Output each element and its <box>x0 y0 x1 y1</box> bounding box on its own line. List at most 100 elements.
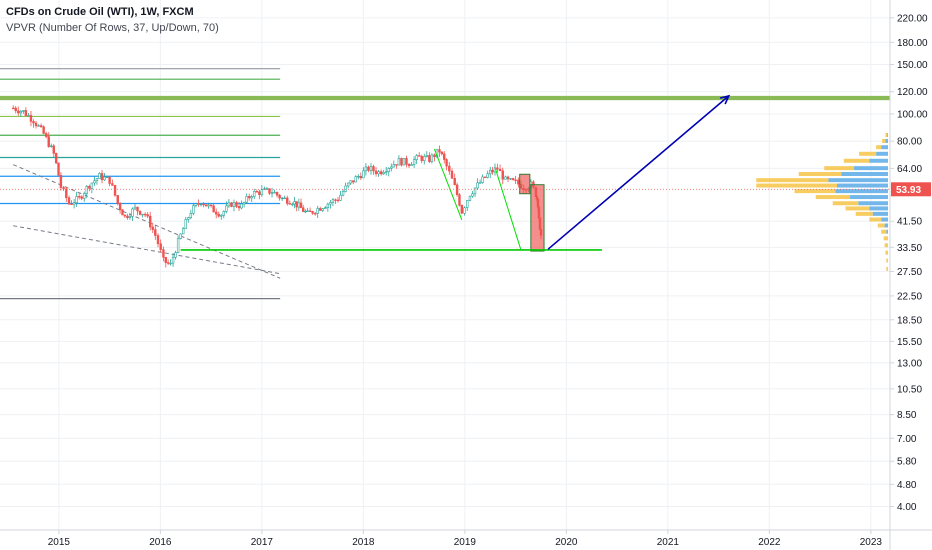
candle-body <box>154 229 157 236</box>
candle-body <box>483 176 487 179</box>
vpvr-row-down <box>798 172 842 177</box>
candle-body <box>486 173 489 178</box>
candle-body <box>116 195 119 204</box>
y-tick-label: 4.00 <box>897 502 917 513</box>
candle-body <box>133 206 137 210</box>
candle-body <box>14 107 17 112</box>
x-tick-label: 2016 <box>149 537 172 548</box>
candle-body <box>299 202 303 209</box>
candle-body <box>202 203 205 206</box>
candle-body <box>443 153 446 160</box>
candle-body <box>346 182 350 187</box>
vpvr-row-down <box>859 151 877 156</box>
candle-body <box>146 214 149 217</box>
grid <box>0 0 890 530</box>
candle-body <box>478 182 482 184</box>
vpvr-row-down <box>886 266 888 271</box>
candle-body <box>514 179 517 181</box>
drawings <box>0 94 890 252</box>
vpvr-row-up <box>869 158 888 163</box>
candle-body <box>253 191 256 197</box>
candle-body <box>306 210 309 212</box>
candle-body <box>430 154 434 162</box>
candle-body <box>90 182 94 189</box>
candle-body <box>481 176 484 183</box>
vpvr-row-up <box>885 138 888 143</box>
candle-body <box>374 170 378 175</box>
x-tick-label: 2020 <box>555 537 578 548</box>
candle-body <box>113 184 117 196</box>
candle-body <box>159 243 162 250</box>
vpvr-row-down <box>886 258 888 263</box>
candle-body <box>80 196 83 199</box>
vpvr-row-down <box>815 195 850 200</box>
candle-body <box>57 162 60 176</box>
candle-body <box>70 203 73 205</box>
x-tick-label: 2019 <box>454 537 477 548</box>
candle-body <box>204 204 208 207</box>
candle-body <box>230 202 233 207</box>
vpvr-row-down <box>882 138 886 143</box>
candle-body <box>103 176 106 181</box>
candle-body <box>121 209 124 216</box>
candle-body <box>65 188 68 199</box>
vpvr-row-down <box>885 250 888 255</box>
candle-body <box>273 192 276 194</box>
candle-body <box>151 226 154 230</box>
vpvr-row-down <box>876 145 882 150</box>
candle-body <box>260 189 264 195</box>
last-price-label: 53.93 <box>896 185 921 196</box>
candle-body <box>162 249 165 258</box>
x-tick-label: 2023 <box>860 537 883 548</box>
candle-body <box>255 191 258 193</box>
y-tick-label: 8.50 <box>897 410 917 421</box>
dashed-trendline <box>13 225 281 275</box>
candle-body <box>308 210 312 212</box>
trendlines <box>12 164 281 279</box>
candle-body <box>24 110 28 116</box>
candle-body <box>232 202 236 207</box>
candle-body <box>189 213 193 219</box>
candle-body <box>357 176 360 178</box>
candle-body <box>105 176 109 179</box>
candle-body <box>136 206 139 212</box>
candle-body <box>392 164 396 168</box>
candle-body <box>511 178 515 181</box>
candle-body <box>280 197 284 200</box>
candle-body <box>72 202 76 205</box>
vpvr-row-up <box>849 195 888 200</box>
candle-body <box>450 170 454 179</box>
candle-body <box>471 193 474 197</box>
candle-body <box>214 211 218 215</box>
candle-body <box>313 212 317 215</box>
vpvr-row-down <box>756 178 829 183</box>
candle-body <box>131 208 134 217</box>
vpvr-row-up <box>884 223 888 228</box>
candle-body <box>295 201 298 208</box>
resistance-band <box>0 95 890 101</box>
candle-body <box>199 203 203 206</box>
dashed-trendline <box>12 164 281 279</box>
vpvr-row-down <box>845 206 870 211</box>
vpvr-row-down <box>824 166 854 171</box>
chart-legend: CFDs on Crude Oil (WTI), 1W, FXCM VPVR (… <box>6 4 219 36</box>
candle-body <box>118 203 122 211</box>
candle-body <box>22 110 25 112</box>
vpvr-row-down <box>869 217 882 222</box>
candle-body <box>11 107 15 110</box>
green-trend-line <box>433 148 463 220</box>
candle-body <box>275 192 279 196</box>
highlight-box <box>530 184 545 252</box>
candle-body <box>268 188 271 194</box>
candle-body <box>331 199 335 203</box>
candle-body <box>44 133 48 137</box>
y-tick-label: 22.50 <box>897 291 922 302</box>
candle-body <box>83 193 86 199</box>
vpvr-row-up <box>881 145 888 150</box>
y-tick-label: 80.00 <box>897 137 922 148</box>
candle-body <box>278 194 281 199</box>
candle-body <box>47 136 50 147</box>
candle-body <box>240 203 243 209</box>
candle-body <box>412 159 416 165</box>
